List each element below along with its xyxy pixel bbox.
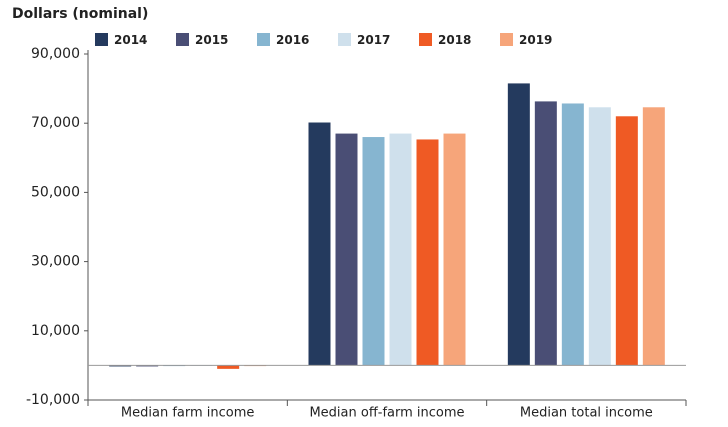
bar — [136, 365, 159, 367]
bar — [335, 133, 358, 366]
bar — [217, 365, 240, 369]
legend-swatch — [95, 33, 108, 46]
legend-swatch — [338, 33, 351, 46]
legend-label: 2019 — [519, 33, 552, 47]
legend-label: 2016 — [276, 33, 309, 47]
y-tick-label: -10,000 — [26, 392, 80, 408]
bar — [362, 137, 385, 366]
legend-label: 2018 — [438, 33, 471, 47]
legend-swatch — [419, 33, 432, 46]
bar — [588, 107, 611, 366]
legend-label: 2014 — [114, 33, 147, 47]
bar — [109, 365, 132, 367]
legend-label: 2015 — [195, 33, 228, 47]
bar — [615, 116, 638, 366]
chart-title: Dollars (nominal) — [12, 6, 148, 22]
bar — [389, 133, 412, 366]
x-tick-label: Median off-farm income — [309, 406, 464, 421]
legend-swatch — [257, 33, 270, 46]
y-tick-label: 70,000 — [31, 115, 80, 131]
bar — [534, 101, 557, 366]
legend-swatch — [500, 33, 513, 46]
bar — [308, 122, 331, 366]
bar — [507, 83, 530, 366]
y-tick-label: 50,000 — [31, 184, 80, 200]
y-tick-label: 30,000 — [31, 254, 80, 270]
bar — [561, 103, 584, 366]
x-tick-label: Median farm income — [121, 406, 255, 421]
x-tick-label: Median total income — [520, 406, 653, 421]
bar — [642, 107, 665, 366]
legend-label: 2017 — [357, 33, 390, 47]
y-tick-label: 10,000 — [31, 323, 80, 339]
legend-swatch — [176, 33, 189, 46]
y-tick-label: 90,000 — [31, 46, 80, 62]
bar — [443, 133, 466, 366]
bar — [416, 139, 439, 366]
